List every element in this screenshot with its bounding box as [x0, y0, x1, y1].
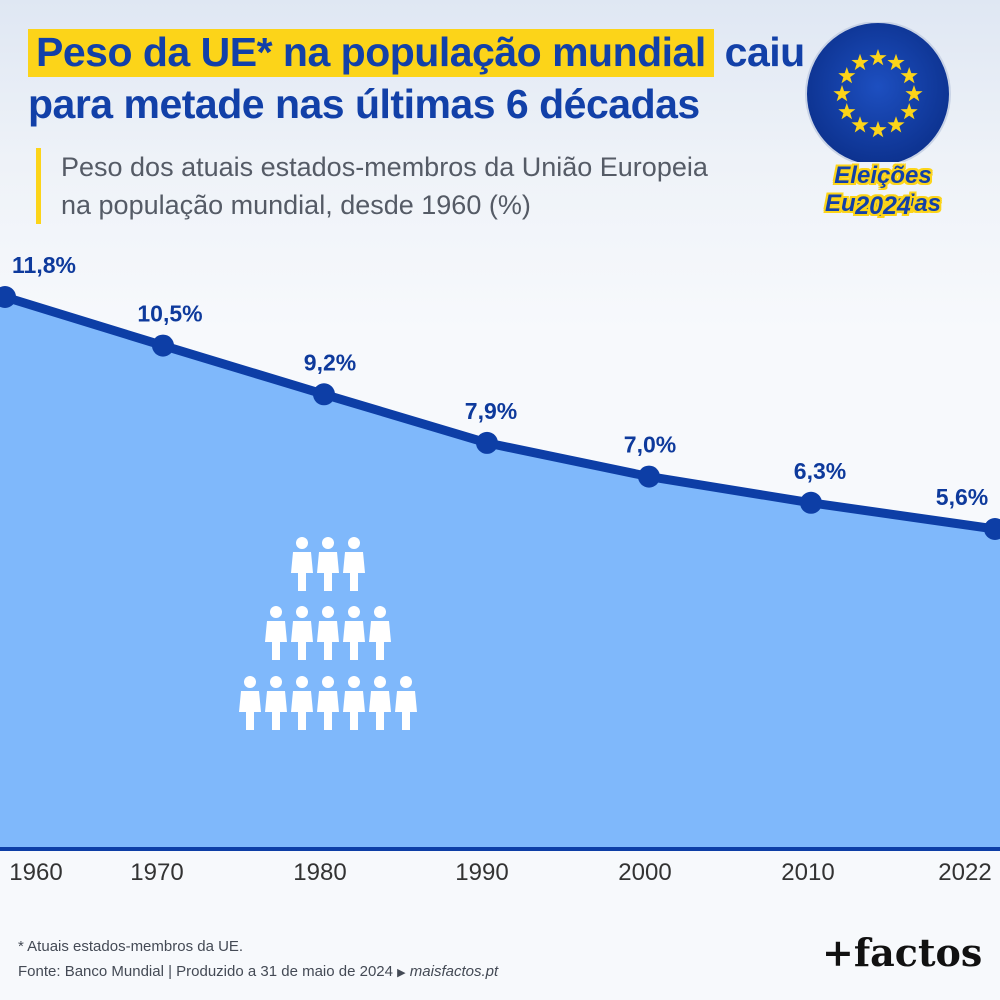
eu-star	[851, 53, 869, 71]
x-tick-label: 2000	[618, 859, 671, 880]
x-tick-label: 2022	[938, 859, 991, 880]
subtitle: Peso dos atuais estados-membros da União…	[36, 148, 716, 224]
source-text: Fonte: Banco Mundial | Produzido a 31 de…	[18, 963, 393, 980]
eu-star	[887, 116, 905, 133]
eu-star	[833, 85, 851, 102]
factos-logo: +factos	[822, 930, 983, 975]
person-icon	[291, 537, 313, 591]
x-tick-label: 1980	[293, 859, 346, 880]
data-point	[800, 491, 822, 514]
title-line-1: Peso da UE* na população mundial caiu	[28, 26, 805, 78]
data-point	[984, 518, 1000, 540]
data-label: 6,3%	[794, 458, 846, 484]
eu-star	[851, 116, 869, 133]
eu-star	[905, 85, 923, 102]
x-tick-label: 1990	[455, 859, 508, 880]
x-tick-label: 1970	[130, 859, 183, 880]
badge-year: 2024	[855, 192, 911, 220]
source-line: Fonte: Banco Mundial | Produzido a 31 de…	[18, 963, 498, 980]
data-label: 5,6%	[936, 484, 988, 510]
area-fill	[0, 297, 1000, 848]
person-icon	[369, 676, 391, 730]
subtitle-line-2: na população mundial, desde 1960 (%)	[61, 190, 531, 220]
election-badge: Eleições Europeias 2024	[778, 21, 988, 220]
area-chart: 11,8% 10,5% 9,2% 7,9% 7,0% 6,3% 5,6% 1960 1970 1…	[0, 252, 1000, 880]
eu-star	[869, 49, 887, 66]
data-label: 11,8%	[12, 252, 76, 278]
title-line-2: para metade nas últimas 6 décadas	[28, 81, 700, 127]
x-tick-label: 1960	[9, 859, 62, 880]
person-icon	[343, 676, 365, 730]
eu-star	[887, 53, 905, 71]
title: Peso da UE* na população mundial caiu pa…	[28, 26, 805, 130]
data-label: 9,2%	[304, 349, 356, 375]
data-label: 10,5%	[137, 301, 202, 327]
eu-star	[838, 103, 856, 120]
eu-star	[869, 121, 887, 138]
person-icon	[317, 676, 339, 730]
eu-flag-stars-icon	[805, 21, 951, 167]
eu-star	[900, 67, 918, 84]
person-icon	[317, 606, 339, 660]
x-tick-label: 2010	[781, 859, 834, 880]
data-label: 7,9%	[465, 398, 517, 424]
subtitle-line-1: Peso dos atuais estados-membros da União…	[61, 152, 708, 182]
title-rest: caiu	[724, 29, 806, 75]
person-icon	[265, 606, 287, 660]
person-icon	[395, 676, 417, 730]
data-point	[313, 383, 335, 406]
data-point	[0, 286, 16, 308]
person-icon	[291, 606, 313, 660]
eu-star	[900, 103, 918, 120]
person-icon	[291, 676, 313, 730]
eu-star	[838, 67, 856, 84]
person-icon	[369, 606, 391, 660]
person-icon	[343, 537, 365, 591]
person-icon	[265, 676, 287, 730]
data-point	[638, 465, 660, 488]
site-link[interactable]: maisfactos.pt	[409, 963, 499, 980]
badge-title: Eleições Europeias	[824, 162, 942, 217]
person-icon	[239, 676, 261, 730]
title-highlight: Peso da UE* na população mundial	[28, 29, 714, 77]
data-point	[152, 334, 174, 357]
arrow-icon: ▶	[397, 967, 406, 979]
population-people-icon	[239, 537, 417, 730]
person-icon	[317, 537, 339, 591]
footnote: * Atuais estados-membros da UE.	[18, 938, 244, 955]
data-point	[476, 431, 498, 454]
data-label: 7,0%	[624, 432, 676, 458]
person-icon	[343, 606, 365, 660]
